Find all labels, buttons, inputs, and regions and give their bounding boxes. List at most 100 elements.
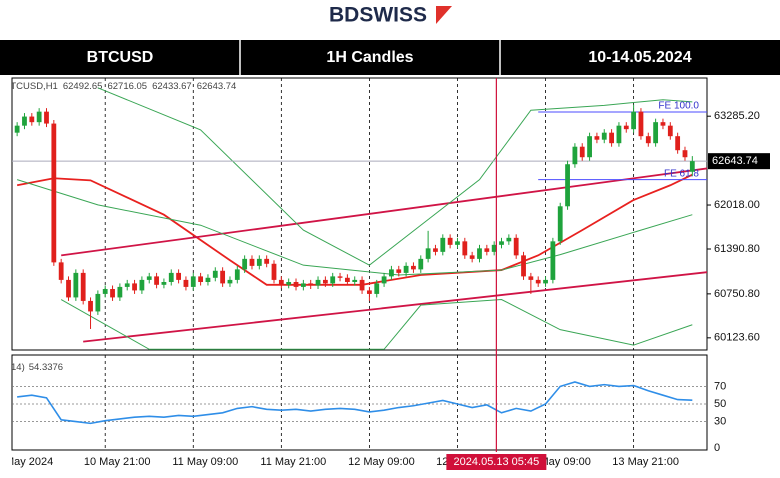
y-tick-label: 63285.20: [714, 110, 760, 122]
candle-body: [14, 125, 20, 133]
candle-body: [667, 125, 673, 137]
x-tick-label: 11 May 09:00: [172, 456, 238, 468]
candle-body: [198, 276, 204, 282]
candle-body: [344, 277, 350, 282]
candle-body: [359, 279, 365, 291]
x-tick-label: 10 May 21:00: [84, 456, 151, 468]
candle-body: [682, 150, 688, 158]
candle-body: [550, 241, 556, 280]
candle-body: [675, 136, 681, 151]
candle-body: [477, 248, 482, 259]
last-price-box: [708, 153, 770, 170]
candle-body: [168, 272, 174, 282]
logo-text: BDSWISS: [329, 4, 427, 27]
candle-body: [403, 265, 409, 273]
candle-body: [44, 111, 49, 124]
candle-body: [557, 206, 563, 242]
indicator-line: [16, 173, 693, 286]
candle-body: [110, 289, 115, 298]
high: 62716.05: [107, 81, 147, 92]
candle-body: [447, 237, 453, 245]
last-price-label: 62643.74: [712, 155, 758, 167]
candle-body: [616, 125, 622, 144]
cursor-box: [446, 454, 547, 470]
y-tick-label: 60750.80: [714, 288, 760, 300]
candle-body: [396, 269, 402, 273]
ohlc-text: BTCUSD,H1 62492.65 62716.05 62433.67 62643.7…: [4, 81, 236, 92]
price-panel: [11, 77, 708, 351]
indicator-line: [60, 299, 693, 350]
candle-body: [381, 276, 387, 284]
candle-body: [638, 111, 644, 137]
rsi-line: [17, 381, 693, 425]
candle-body: [440, 237, 446, 252]
close: 62643.74: [197, 81, 237, 92]
candle-body: [535, 279, 541, 284]
candle-body: [124, 283, 130, 287]
candle-body: [425, 248, 431, 259]
candle-body: [51, 123, 57, 263]
candle-body: [623, 125, 629, 130]
candle-body: [609, 132, 614, 144]
rsi-tick-label: 30: [714, 416, 726, 428]
fib-label: FE 61.8: [664, 168, 699, 179]
x-axis: May 2024 10 May 21:00 11 May 09:00 11 May 2…: [12, 456, 679, 468]
candle-body: [418, 258, 424, 270]
candle-body: [154, 276, 159, 285]
rsi-name: RSI(14): [0, 362, 25, 373]
cursor-label: 2024.05.13 05:45: [454, 456, 540, 468]
candle-body: [433, 248, 438, 252]
candle-body: [499, 241, 504, 245]
open: 62492.65: [63, 81, 103, 92]
candle-body: [352, 279, 358, 282]
low: 62433.67: [152, 81, 192, 92]
x-tick-label: 12 May 09:00: [348, 456, 415, 468]
candle-body: [264, 258, 270, 264]
candle-body: [29, 116, 35, 123]
header-symbol: BTCUSD: [87, 49, 154, 66]
indicator-line: [97, 87, 693, 266]
candle-body: [212, 270, 218, 278]
candle-body: [565, 164, 570, 207]
price-plot: FE 100.0 FE 61.8: [12, 78, 707, 350]
logo: BDSWISS: [329, 4, 452, 27]
candle-body: [102, 289, 108, 294]
candle-body: [411, 265, 416, 270]
candle-body: [315, 279, 321, 286]
header-bar: [0, 40, 780, 75]
candle-body: [462, 241, 468, 256]
candle-body: [455, 241, 460, 245]
indicator-line: [61, 167, 707, 257]
candle-body: [631, 111, 637, 130]
candle-body: [95, 293, 101, 312]
candle-body: [146, 276, 152, 280]
candle-body: [256, 258, 262, 266]
candle-body: [190, 276, 196, 287]
candle-body: [300, 283, 306, 287]
y-tick-label: 62018.00: [714, 199, 760, 211]
rsi-text: RSI(14) 54.3376: [0, 362, 63, 373]
candle-body: [88, 300, 93, 312]
fib-label: FE 100.0: [658, 101, 699, 112]
candle-body: [543, 279, 548, 284]
indicator-line: [83, 271, 707, 343]
rsi-value: 54.3376: [29, 362, 63, 373]
header-dates: 10-14.05.2024: [588, 49, 691, 66]
candle-body: [491, 244, 497, 252]
candle-body: [183, 279, 189, 287]
x-tick-label: 13 May 21:00: [612, 456, 679, 468]
candle-body: [594, 136, 600, 140]
candle-body: [220, 270, 226, 284]
candle-body: [234, 269, 240, 280]
candle-body: [161, 282, 167, 285]
candle-body: [645, 136, 651, 144]
candle-body: [572, 146, 578, 165]
candle-body: [660, 122, 666, 126]
candle-body: [374, 283, 380, 294]
candle-body: [469, 255, 475, 259]
candle-body: [66, 279, 71, 298]
candle-body: [689, 161, 695, 172]
candle-body: [227, 279, 233, 284]
candle-body: [484, 248, 490, 252]
